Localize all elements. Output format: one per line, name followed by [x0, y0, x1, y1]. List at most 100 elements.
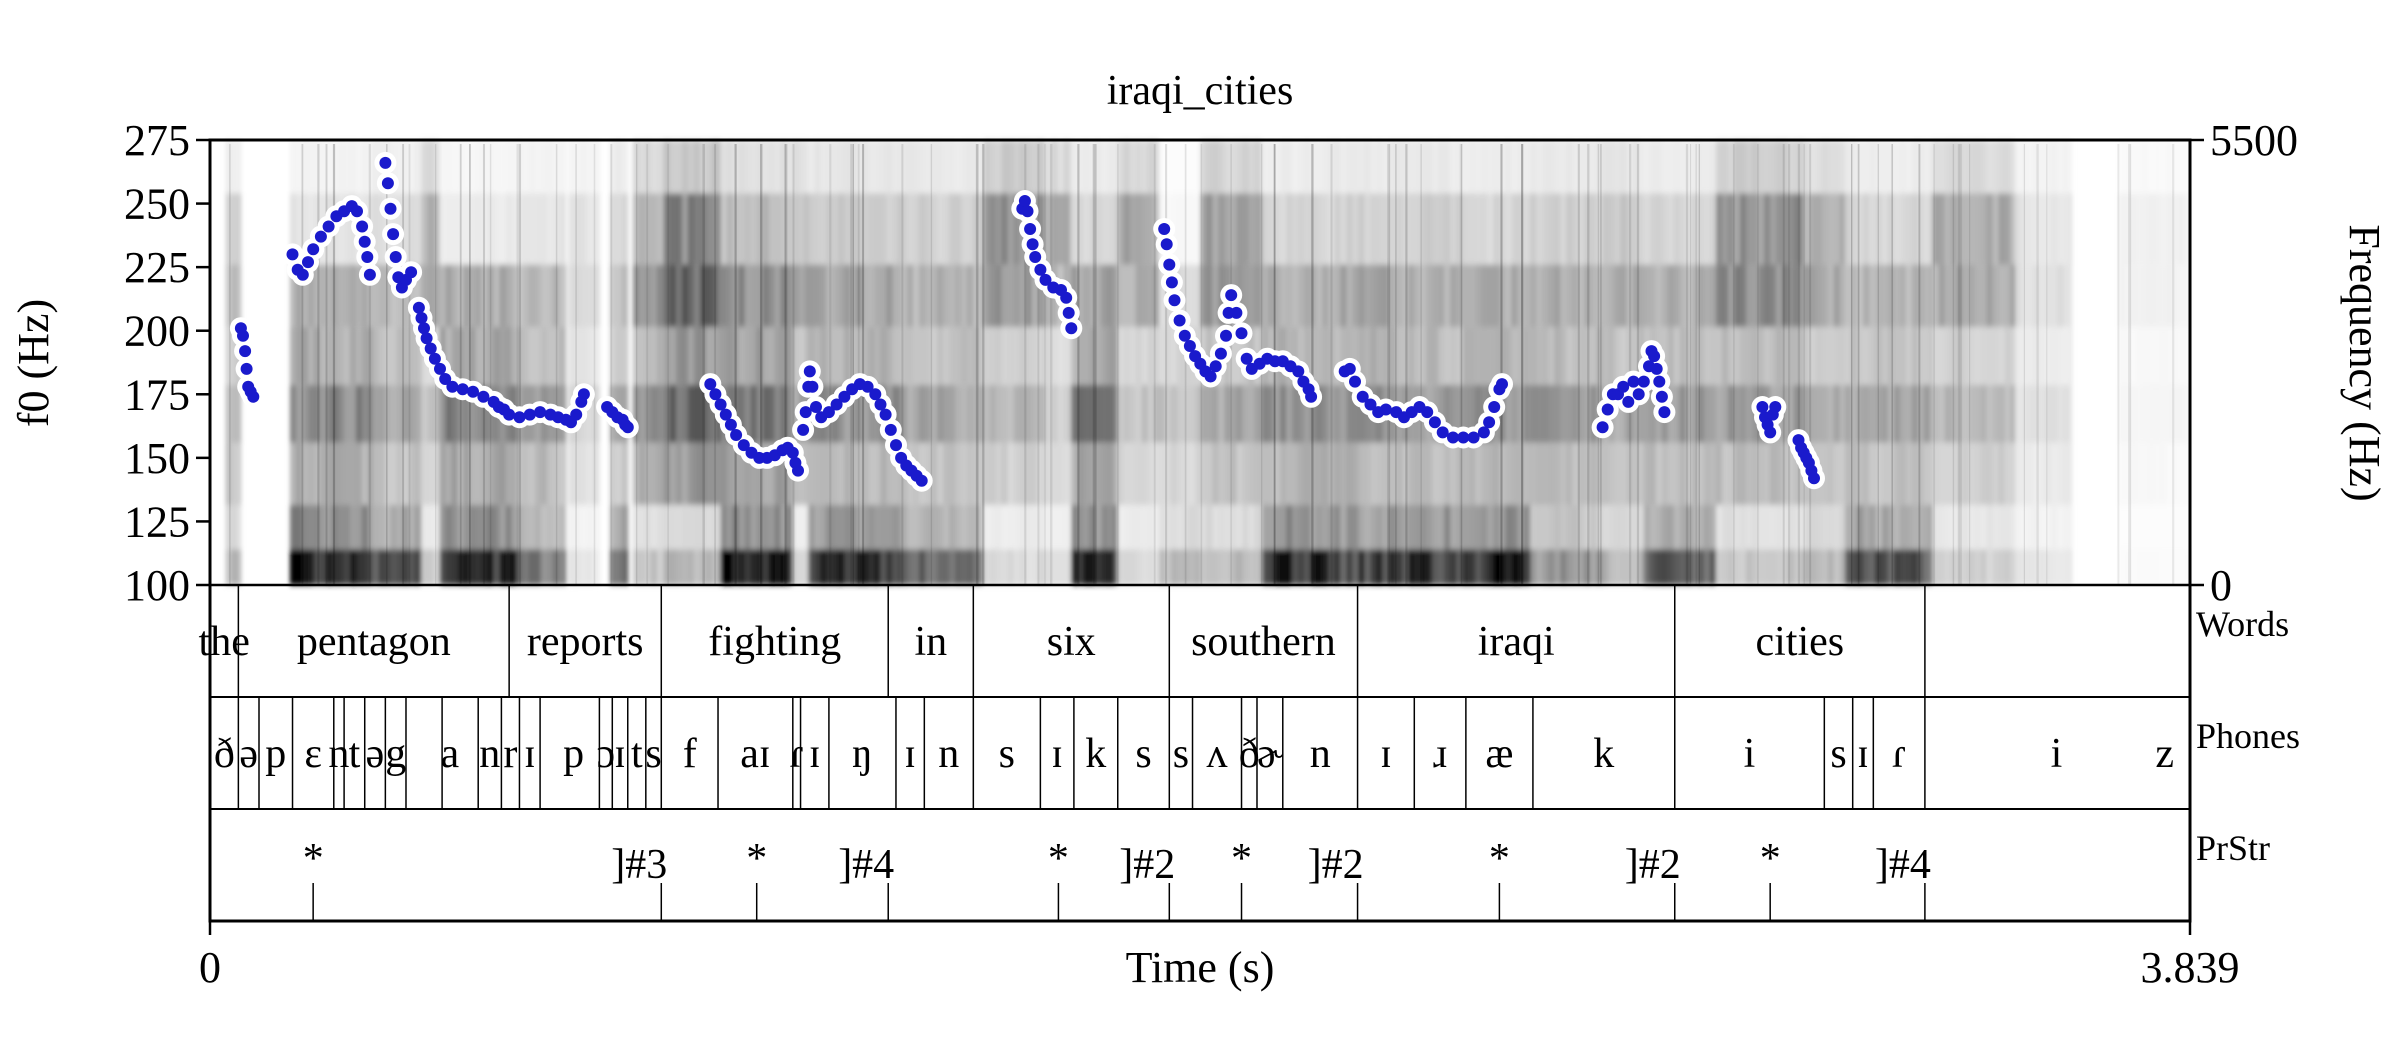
spectrogram-cell — [967, 264, 974, 327]
spectrogram-cell — [1095, 442, 1102, 505]
spectrogram-cell — [2130, 384, 2137, 443]
spectrogram-cell — [780, 193, 788, 265]
spectrogram-cell — [937, 193, 944, 265]
spectrogram-cell — [355, 264, 363, 327]
spectrogram-cell — [1254, 140, 1261, 194]
spectrogram-cell — [1691, 264, 1699, 327]
spectrogram-cell — [1620, 549, 1628, 585]
spectrogram-cell — [1292, 442, 1299, 505]
spectrogram-cell — [2148, 140, 2155, 194]
spectrogram-cell — [1809, 504, 1817, 550]
spectrogram-cell — [1821, 140, 1829, 194]
spectrogram-cell — [1728, 264, 1735, 327]
spectrogram-cell — [1260, 193, 1263, 265]
spectrogram-cell — [1444, 384, 1451, 443]
spectrogram-cell — [528, 504, 536, 550]
word-label: six — [1047, 619, 1096, 665]
spectrogram-cell — [1280, 264, 1287, 327]
spectrogram-cell — [1224, 504, 1231, 550]
spectrogram-cell — [2172, 140, 2179, 194]
spectrogram-cell — [1944, 442, 1952, 505]
spectrogram-cell — [1626, 384, 1634, 443]
spectrogram-cell — [1857, 504, 1864, 550]
pitch-point — [806, 380, 819, 393]
spectrogram-cell — [1788, 326, 1795, 385]
spectrogram-cell — [1770, 193, 1777, 265]
spectrogram-cell — [1352, 549, 1359, 585]
spectrogram-cell — [886, 326, 893, 385]
spectrogram-cell — [838, 193, 845, 265]
spectrogram-cell — [1536, 264, 1543, 327]
spectrogram-cell — [2154, 549, 2161, 585]
spectrogram-cell — [1917, 549, 1925, 585]
spectrogram-cell — [522, 326, 530, 385]
spectrogram-cell — [1560, 384, 1567, 443]
spectrogram-cell — [1370, 504, 1377, 550]
spectrogram-cell — [774, 140, 782, 194]
spectrogram-cell — [979, 264, 985, 327]
pitch-point — [379, 156, 392, 169]
spectrogram-cell — [768, 549, 776, 585]
spectrogram-cell — [995, 193, 1003, 265]
spectrogram-cell — [1292, 193, 1299, 265]
spectrogram-cell — [1463, 193, 1470, 265]
spectrogram-cell — [1986, 549, 1994, 585]
spectrogram-cell — [493, 549, 500, 585]
spectrogram-cell — [638, 549, 646, 585]
spectrogram-cell — [1189, 442, 1196, 505]
spectrogram-cell — [687, 264, 695, 327]
spectrogram-cell — [2178, 140, 2185, 194]
spectrogram-cell — [615, 326, 623, 385]
spectrogram-cell — [1752, 193, 1759, 265]
spectrogram-cell — [337, 442, 345, 505]
spectrogram-cell — [826, 504, 833, 550]
spectrogram-cell — [574, 193, 581, 265]
spectrogram-cell — [627, 504, 629, 550]
spectrogram-cell — [1236, 140, 1243, 194]
spectrogram-cell — [1899, 140, 1907, 194]
spectrogram-cell — [886, 504, 893, 550]
spectrogram-cell — [534, 326, 542, 385]
spectrogram-cell — [1025, 504, 1033, 550]
spectrogram-cell — [414, 504, 421, 550]
spectrogram-cell — [2118, 549, 2125, 585]
spectrogram-cell — [983, 504, 991, 550]
spectrogram-cell — [931, 264, 938, 327]
pitch-point — [1349, 375, 1361, 388]
spectrogram-cell — [1932, 140, 1940, 194]
spectrogram-cell — [1171, 384, 1178, 443]
phone-label: k — [1085, 731, 1106, 777]
spectrogram-cell — [967, 384, 974, 443]
spectrogram-cell — [1057, 384, 1064, 443]
spectrogram-cell — [511, 264, 518, 327]
spectrogram-cell — [1200, 504, 1207, 550]
tier-name: Words — [2196, 604, 2289, 644]
spectrogram-cell — [832, 140, 839, 194]
spectrogram-cell — [1863, 549, 1870, 585]
spectrogram-cell — [609, 549, 617, 585]
spectrogram-cell — [1077, 442, 1084, 505]
spectrogram-cell — [505, 549, 512, 585]
spectrogram-cell — [1875, 326, 1877, 385]
spectrogram-cell — [720, 140, 728, 194]
spectrogram-cell — [949, 384, 956, 443]
spectrogram-cell — [955, 384, 962, 443]
spectrogram-cell — [979, 384, 985, 443]
spectrogram-cell — [522, 264, 530, 327]
spectrogram-cell — [1206, 193, 1213, 265]
spectrogram-cell — [1752, 504, 1759, 550]
spectrogram-cell — [1875, 442, 1877, 505]
spectrogram-cell — [427, 442, 434, 505]
spectrogram-cell — [780, 326, 788, 385]
spectrogram-cell — [457, 264, 464, 327]
spectrogram-cell — [699, 140, 707, 194]
spectrogram-cell — [1536, 504, 1543, 550]
spectrogram-cell — [457, 504, 464, 550]
spectrogram-cell — [1388, 264, 1395, 327]
spectrogram-cell — [2172, 384, 2179, 443]
spectrogram-cell — [1141, 504, 1149, 550]
spectrogram-cell — [1602, 264, 1610, 327]
spectrogram-cell — [1956, 326, 1964, 385]
spectrogram-cell — [1063, 140, 1070, 194]
spectrogram-cell — [1517, 504, 1524, 550]
